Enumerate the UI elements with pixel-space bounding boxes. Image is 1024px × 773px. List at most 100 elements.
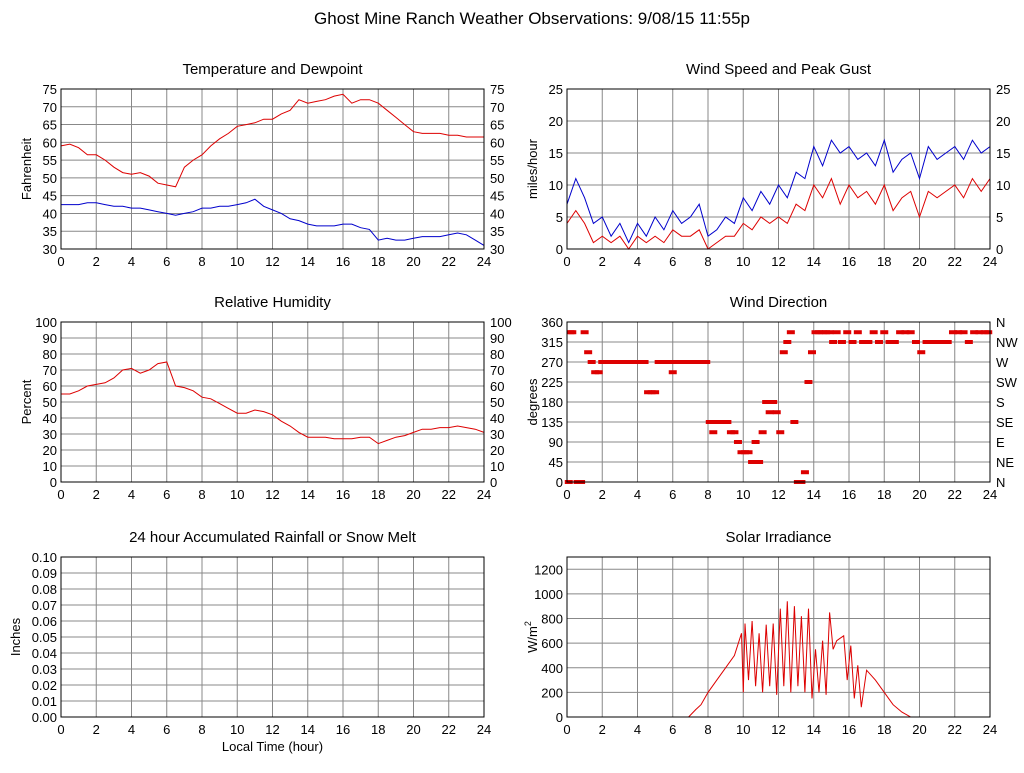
wind-xtick-label: 18	[877, 254, 891, 269]
rain-xtick-label: 12	[265, 722, 279, 737]
wdir-ytick-label: 135	[541, 415, 563, 430]
temp-xtick-label: 2	[93, 254, 100, 269]
temp-xtick-label: 10	[230, 254, 244, 269]
rain-xtick-label: 4	[128, 722, 135, 737]
wdir-point	[659, 360, 668, 364]
wdir-xtick-label: 0	[563, 487, 570, 502]
temp-xtick-label: 18	[371, 254, 385, 269]
wind-ytick-label: 25	[549, 82, 563, 97]
wdir-point	[848, 340, 857, 344]
rh-ytick-label-right: 10	[490, 459, 504, 474]
wdir-point	[800, 470, 809, 475]
temp-ytick-label-right: 35	[490, 224, 504, 239]
solar-ytick-label: 1200	[534, 562, 563, 577]
solar-xtick-label: 10	[736, 722, 750, 737]
rh-ytick-label-right: 90	[490, 331, 504, 346]
temp-ytick-label-right: 55	[490, 153, 504, 168]
wdir-point	[984, 330, 993, 335]
temp-ytick-label: 65	[43, 118, 57, 133]
wdir-point	[568, 330, 577, 335]
rain-ytick-label: 0.00	[32, 710, 57, 725]
rh-ytick-label-right: 20	[490, 443, 504, 458]
temp-ylabel-text: Fahrenheit	[19, 138, 34, 201]
temp-ylabel: Fahrenheit	[19, 138, 34, 201]
rh-xtick-label: 0	[57, 487, 64, 502]
wdir-point	[825, 330, 834, 335]
wdir-compass-label: SW	[996, 375, 1018, 390]
wdir-point	[744, 450, 753, 455]
wind-frame	[566, 88, 991, 250]
temp-ytick-label-right: 75	[490, 82, 504, 97]
wdir-point	[880, 330, 889, 335]
rain-xlabel: Local Time (hour)	[222, 739, 323, 754]
rain-ytick-label: 0.02	[32, 678, 57, 693]
solar-xtick-label: 14	[807, 722, 821, 737]
wdir-frame	[566, 321, 991, 483]
solar-xtick-label: 16	[842, 722, 856, 737]
wind-xtick-label: 14	[807, 254, 821, 269]
wdir-point	[769, 400, 778, 404]
wdir-compass-label: SE	[996, 415, 1014, 430]
wind-ytick-label: 10	[549, 178, 563, 193]
wdir-point	[943, 340, 952, 344]
temp-title: Temperature and Dewpoint	[182, 61, 363, 78]
wind-ytick-label-right: 10	[996, 178, 1010, 193]
wdir-point	[917, 350, 926, 355]
wdir-point	[672, 360, 681, 364]
rain-xtick-label: 14	[301, 722, 315, 737]
temp-xtick-label: 14	[301, 254, 315, 269]
wdir-point	[906, 330, 915, 335]
solar-xtick-label: 18	[877, 722, 891, 737]
rain-xtick-label: 24	[477, 722, 491, 737]
wdir-point	[859, 340, 868, 344]
wdir-xtick-label: 4	[634, 487, 641, 502]
solar-xtick-label: 4	[634, 722, 641, 737]
wdir-point	[705, 420, 714, 424]
rh-ytick-label: 0	[50, 475, 57, 490]
rh-ytick-label-right: 0	[490, 475, 497, 490]
wdir-xtick-label: 20	[912, 487, 926, 502]
rh-xtick-label: 24	[477, 487, 491, 502]
rain-ylabel: Inches	[8, 617, 23, 656]
wdir-point	[696, 360, 705, 364]
rh-ytick-label: 30	[43, 427, 57, 442]
wind-ytick-label: 0	[556, 242, 563, 257]
temp-xtick-label: 20	[406, 254, 420, 269]
temp-xtick-label: 8	[198, 254, 205, 269]
rh-ytick-label-right: 70	[490, 363, 504, 378]
rh-ytick-label: 80	[43, 347, 57, 362]
wdir-point	[709, 430, 718, 435]
temp-xtick-label: 6	[163, 254, 170, 269]
wdir-ytick-label: 315	[541, 335, 563, 350]
rh-ytick-label: 90	[43, 331, 57, 346]
solar-ytick-label: 0	[556, 710, 563, 725]
wdir-point	[730, 430, 739, 435]
wdir-point	[733, 440, 742, 444]
temp-ytick-label-right: 65	[490, 118, 504, 133]
wdir-point	[832, 330, 841, 335]
temp-xtick-label: 16	[336, 254, 350, 269]
wdir-point	[970, 330, 979, 335]
rain-xtick-label: 0	[57, 722, 64, 737]
temp-xtick-label: 24	[477, 254, 491, 269]
rh-xtick-label: 18	[371, 487, 385, 502]
rain-ytick-label: 0.05	[32, 630, 57, 645]
solar-ytick-label: 600	[541, 636, 563, 651]
wdir-compass-label: E	[996, 435, 1005, 450]
rh-frame	[60, 321, 485, 483]
temp-ytick-label: 60	[43, 135, 57, 150]
wdir-xtick-label: 16	[842, 487, 856, 502]
wdir-ylabel: degrees	[525, 378, 540, 425]
wdir-point	[896, 330, 905, 335]
rh-title: Relative Humidity	[214, 294, 331, 311]
temp-ytick-label-right: 50	[490, 171, 504, 186]
main-title: Ghost Mine Ranch Weather Observations: 9…	[314, 9, 750, 28]
solar-frame	[566, 556, 991, 718]
rh-ytick-label: 50	[43, 395, 57, 410]
solar-ytick-label: 200	[541, 685, 563, 700]
rain-frame	[60, 556, 485, 718]
temp-xtick-label: 4	[128, 254, 135, 269]
wdir-point	[804, 380, 813, 384]
solar-xtick-label: 8	[704, 722, 711, 737]
solar-xtick-label: 24	[983, 722, 997, 737]
